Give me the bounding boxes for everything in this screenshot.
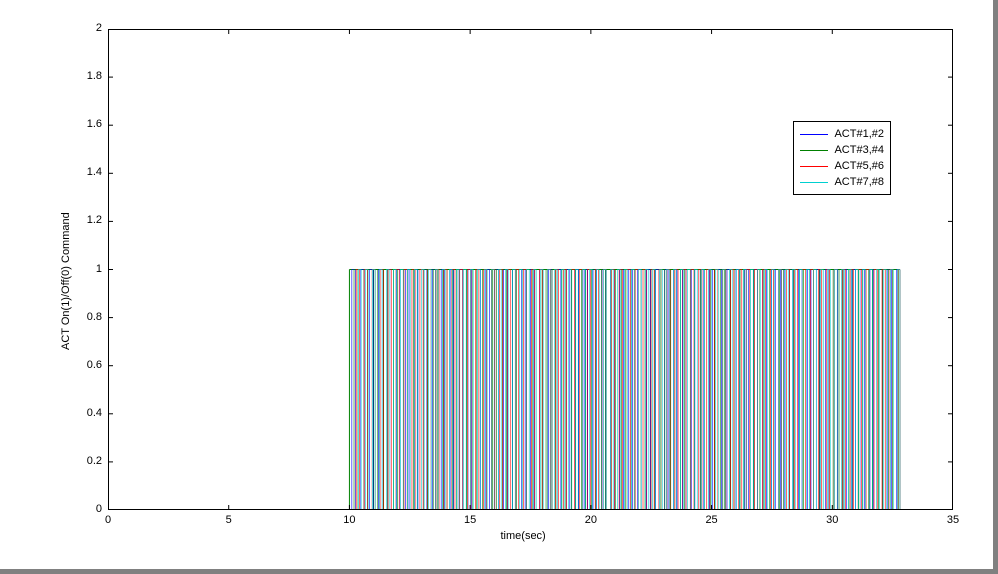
legend-swatch — [800, 182, 828, 183]
y-tick-label: 1.2 — [62, 214, 102, 226]
y-tick-label: 1.6 — [62, 118, 102, 130]
y-axis-label: ACT On(1)/Off(0) Command — [60, 212, 72, 350]
y-tick-label: 1.4 — [62, 166, 102, 178]
x-axis-label: time(sec) — [501, 530, 546, 542]
legend-label: ACT#7,#8 — [834, 176, 884, 188]
legend-label: ACT#1,#2 — [834, 128, 884, 140]
legend-swatch — [800, 134, 828, 135]
x-tick-label: 35 — [938, 514, 968, 526]
y-tick-label: 0.8 — [62, 311, 102, 323]
legend-item: ACT#1,#2 — [800, 126, 884, 142]
y-tick-label: 0.4 — [62, 407, 102, 419]
y-tick-label: 0 — [62, 503, 102, 515]
legend-item: ACT#7,#8 — [800, 174, 884, 190]
x-tick-label: 10 — [334, 514, 364, 526]
legend-label: ACT#3,#4 — [834, 144, 884, 156]
plot-svg — [108, 29, 953, 510]
x-tick-label: 25 — [697, 514, 727, 526]
legend-swatch — [800, 166, 828, 167]
legend-item: ACT#5,#6 — [800, 158, 884, 174]
y-tick-label: 1.8 — [62, 70, 102, 82]
plot-area — [108, 29, 953, 510]
x-tick-label: 30 — [817, 514, 847, 526]
legend-label: ACT#5,#6 — [834, 160, 884, 172]
legend-swatch — [800, 150, 828, 151]
y-tick-label: 0.2 — [62, 455, 102, 467]
x-tick-label: 5 — [214, 514, 244, 526]
y-tick-label: 1 — [62, 263, 102, 275]
x-tick-label: 0 — [93, 514, 123, 526]
legend: ACT#1,#2 ACT#3,#4 ACT#5,#6 ACT#7,#8 — [793, 121, 891, 195]
x-tick-label: 20 — [576, 514, 606, 526]
x-tick-label: 15 — [455, 514, 485, 526]
y-tick-label: 2 — [62, 22, 102, 34]
y-tick-label: 0.6 — [62, 359, 102, 371]
legend-item: ACT#3,#4 — [800, 142, 884, 158]
